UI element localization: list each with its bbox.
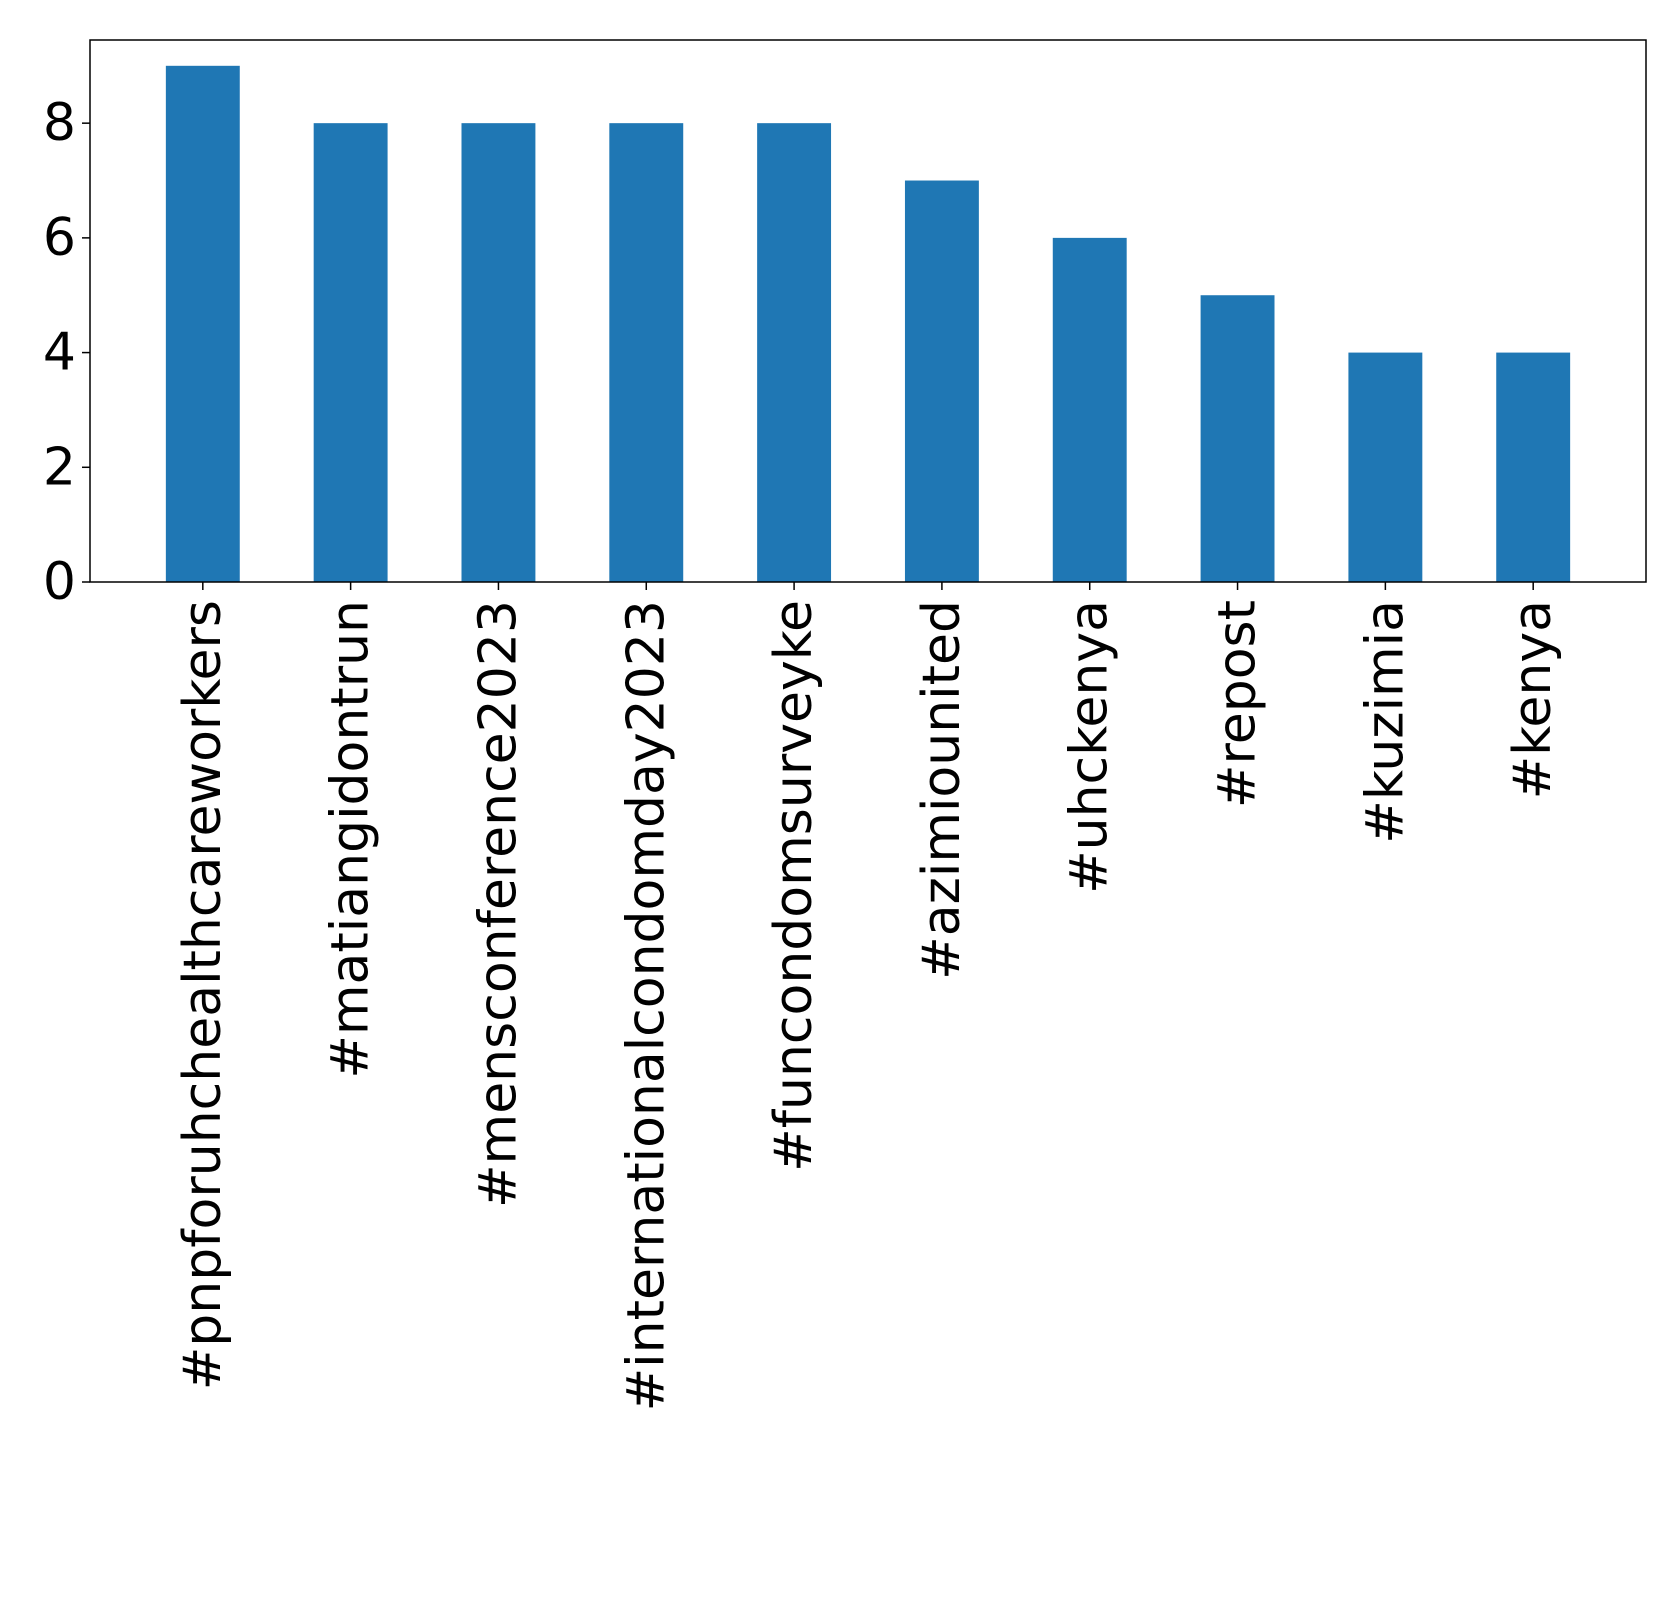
y-tick-label: 2	[43, 437, 76, 497]
y-tick-label: 0	[43, 552, 76, 612]
x-tick-label: #repost	[1208, 600, 1268, 808]
bar-azimiounited	[904, 180, 979, 582]
x-tick-label: #uhckenya	[1060, 600, 1120, 894]
bar-uhckenya	[1052, 237, 1127, 582]
bar-kenya	[1496, 352, 1571, 582]
bar-funcondomsurveyke	[757, 123, 832, 582]
x-tick-label: #funcondomsurveyke	[764, 600, 824, 1172]
bar-matiangidontrun	[313, 123, 388, 582]
x-tick-label: #kuzimia	[1355, 600, 1415, 844]
x-tick-label: #pnpforuhchealthcareworkers	[173, 600, 233, 1390]
x-tick-label: #internationalcondomday2023	[616, 600, 676, 1411]
bar-repost	[1200, 295, 1275, 582]
plot-frame	[89, 39, 1647, 583]
bar-internationalcondomday2023	[609, 123, 684, 582]
bar-mensconference2023	[461, 123, 536, 582]
x-axis: #pnpforuhchealthcareworkers #matiangidont…	[173, 582, 1563, 1411]
x-tick-label: #azimiounited	[912, 600, 972, 980]
y-tick-label: 4	[43, 323, 76, 383]
y-axis: 0 2 4 6 8	[43, 93, 90, 612]
x-tick-label: #matiangidontrun	[321, 600, 381, 1079]
x-tick-label: #kenya	[1503, 600, 1563, 799]
bar-pnpforuhchealthcareworkers	[165, 65, 240, 583]
y-tick-label: 8	[43, 93, 76, 153]
bar-kuzimia	[1348, 352, 1423, 582]
y-tick-label: 6	[43, 208, 76, 268]
bars-layer	[165, 65, 1571, 583]
x-tick-label: #mensconference2023	[468, 600, 528, 1208]
